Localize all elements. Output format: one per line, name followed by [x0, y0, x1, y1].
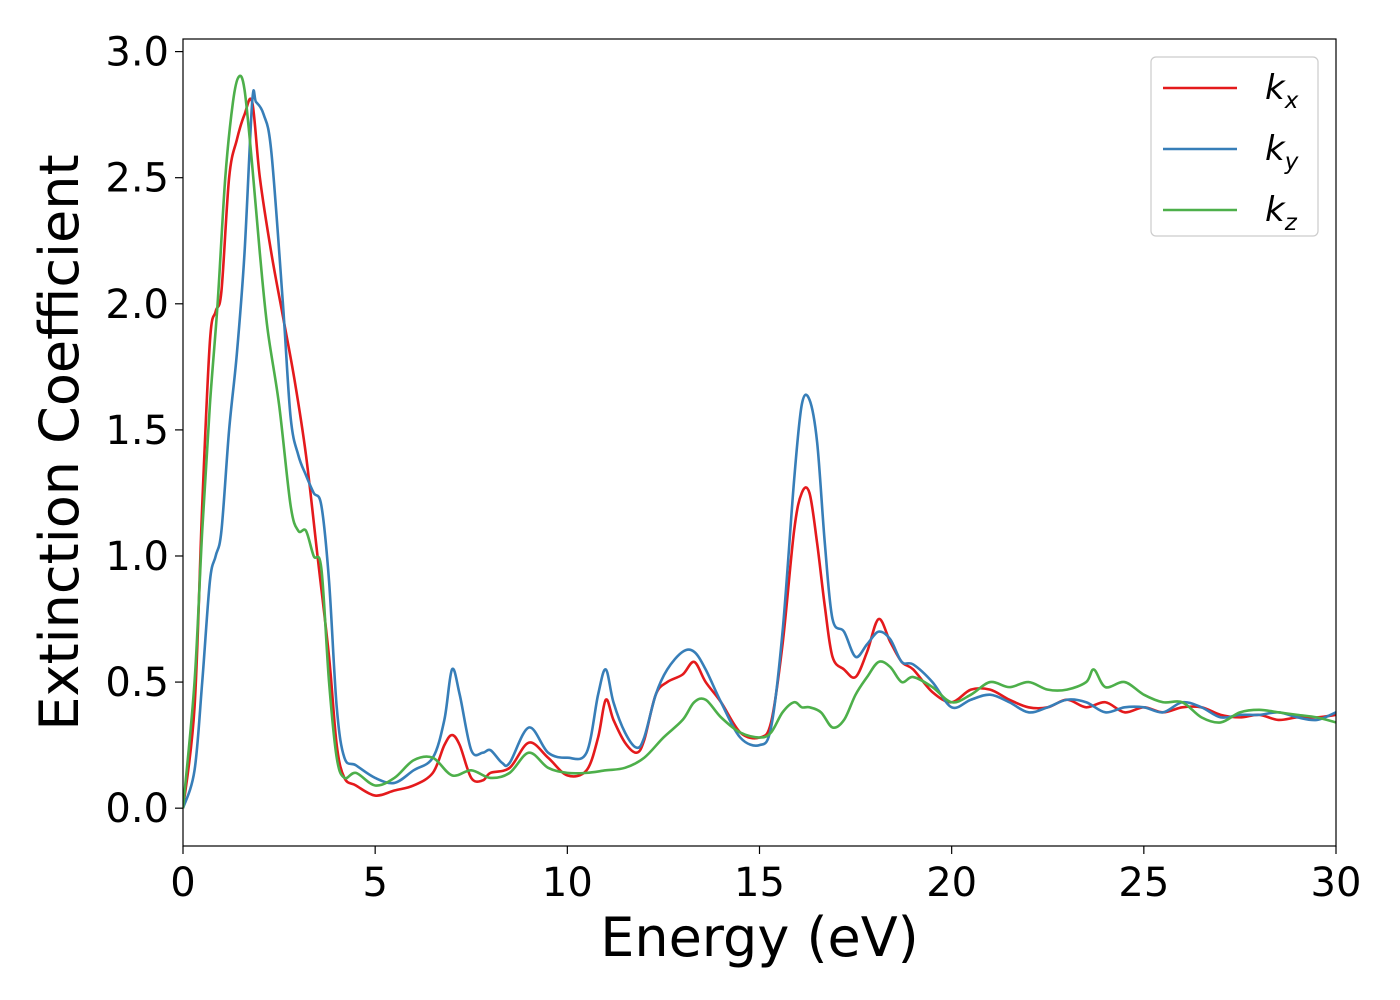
legend-label-ky: ky	[1265, 129, 1299, 175]
y-tick-label: 0.5	[105, 660, 169, 706]
x-tick-label: 10	[542, 860, 593, 906]
x-tick-label: 20	[926, 860, 977, 906]
legend-label-subscript: z	[1284, 210, 1298, 236]
y-tick-label: 2.0	[105, 282, 169, 328]
legend-label-subscript: x	[1284, 88, 1299, 114]
y-tick-label: 1.0	[105, 534, 169, 580]
legend-label-symbol: k	[1265, 129, 1286, 169]
series-line-kz	[183, 74, 1336, 809]
y-axis: 0.0 0.5 1.0 1.5 2.0 2.5 3.0	[105, 30, 183, 832]
y-tick-label: 0.0	[105, 786, 169, 832]
y-tick-label: 2.5	[105, 156, 169, 202]
x-tick-label: 5	[362, 860, 387, 906]
legend-box	[1150, 56, 1319, 237]
y-tick-label: 1.5	[105, 408, 169, 454]
series-line-ky	[183, 89, 1336, 809]
legend-label-kz: kz	[1265, 190, 1298, 236]
x-axis: 0 5 10 15 20 25 30	[170, 846, 1361, 906]
legend-label-symbol: k	[1265, 68, 1286, 108]
legend-label-subscript: y	[1284, 149, 1299, 175]
x-tick-label: 0	[170, 860, 195, 906]
x-tick-label: 15	[734, 860, 785, 906]
x-tick-label: 25	[1118, 860, 1169, 906]
y-axis-title: Extinction Coefficient	[28, 154, 91, 730]
x-tick-label: 30	[1311, 860, 1362, 906]
legend-label-kx: kx	[1265, 68, 1299, 114]
series-layer	[183, 74, 1336, 809]
x-axis-title: Energy (eV)	[600, 906, 919, 969]
y-tick-label: 3.0	[105, 30, 169, 76]
legend-label-symbol: k	[1265, 190, 1286, 230]
